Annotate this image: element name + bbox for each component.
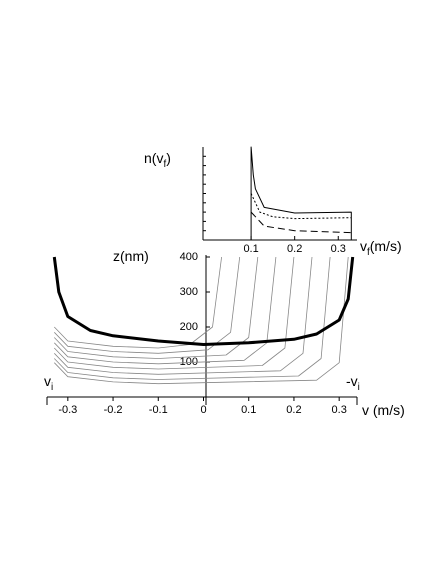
data-line <box>54 256 295 370</box>
annotation: -vi <box>346 373 360 393</box>
x-axis-label-part: v (m/s) <box>362 402 405 418</box>
data-line <box>250 211 352 234</box>
y-axis-label-part: z(nm) <box>113 248 149 264</box>
data-line <box>54 256 222 349</box>
data-line <box>54 256 241 354</box>
annotation-part: v <box>44 373 51 389</box>
y-axis-label-part: f <box>163 159 166 170</box>
inset-axes <box>202 147 357 241</box>
data-line <box>54 256 259 359</box>
y-axis-label-part: ) <box>166 150 171 166</box>
x-tick-label: 0.2 <box>286 404 301 416</box>
x-tick-label: 0.2 <box>287 243 302 255</box>
annotation-part: -v <box>346 373 358 389</box>
y-axis-label: z(nm) <box>113 248 149 264</box>
x-axis-label: v (m/s) <box>362 402 405 418</box>
x-axis-label-part: f <box>367 247 370 258</box>
y-tick-label: 200 <box>180 321 198 333</box>
data-line <box>54 256 349 385</box>
annotation: vi <box>44 373 53 393</box>
main-axes <box>46 255 358 405</box>
x-axis-label: vf(m/s) <box>360 238 402 258</box>
data-line <box>250 146 352 240</box>
x-tick-label: -0.1 <box>149 404 168 416</box>
x-tick-label: 0 <box>200 404 206 416</box>
x-tick-label: -0.2 <box>104 404 123 416</box>
data-line <box>54 256 277 365</box>
data-line <box>54 256 313 375</box>
annotation-part: i <box>51 382 53 393</box>
x-tick-label: 0.1 <box>243 243 258 255</box>
y-axis-label: n(vf) <box>144 150 171 170</box>
data-line <box>52 256 355 346</box>
x-tick-label: 0.3 <box>332 404 347 416</box>
y-tick-label: 300 <box>180 286 198 298</box>
y-tick-label: 100 <box>180 356 198 368</box>
y-axis-label-part: n(v <box>144 150 163 166</box>
x-tick-label: -0.3 <box>58 404 77 416</box>
x-axis-label-part: (m/s) <box>370 238 402 254</box>
data-line <box>54 256 331 380</box>
x-tick-label: 0.3 <box>331 243 346 255</box>
data-line <box>250 193 352 220</box>
x-axis-label-part: v <box>360 238 367 254</box>
y-tick-label: 400 <box>180 251 198 263</box>
x-tick-label: 0.1 <box>241 404 256 416</box>
annotation-part: i <box>358 382 360 393</box>
